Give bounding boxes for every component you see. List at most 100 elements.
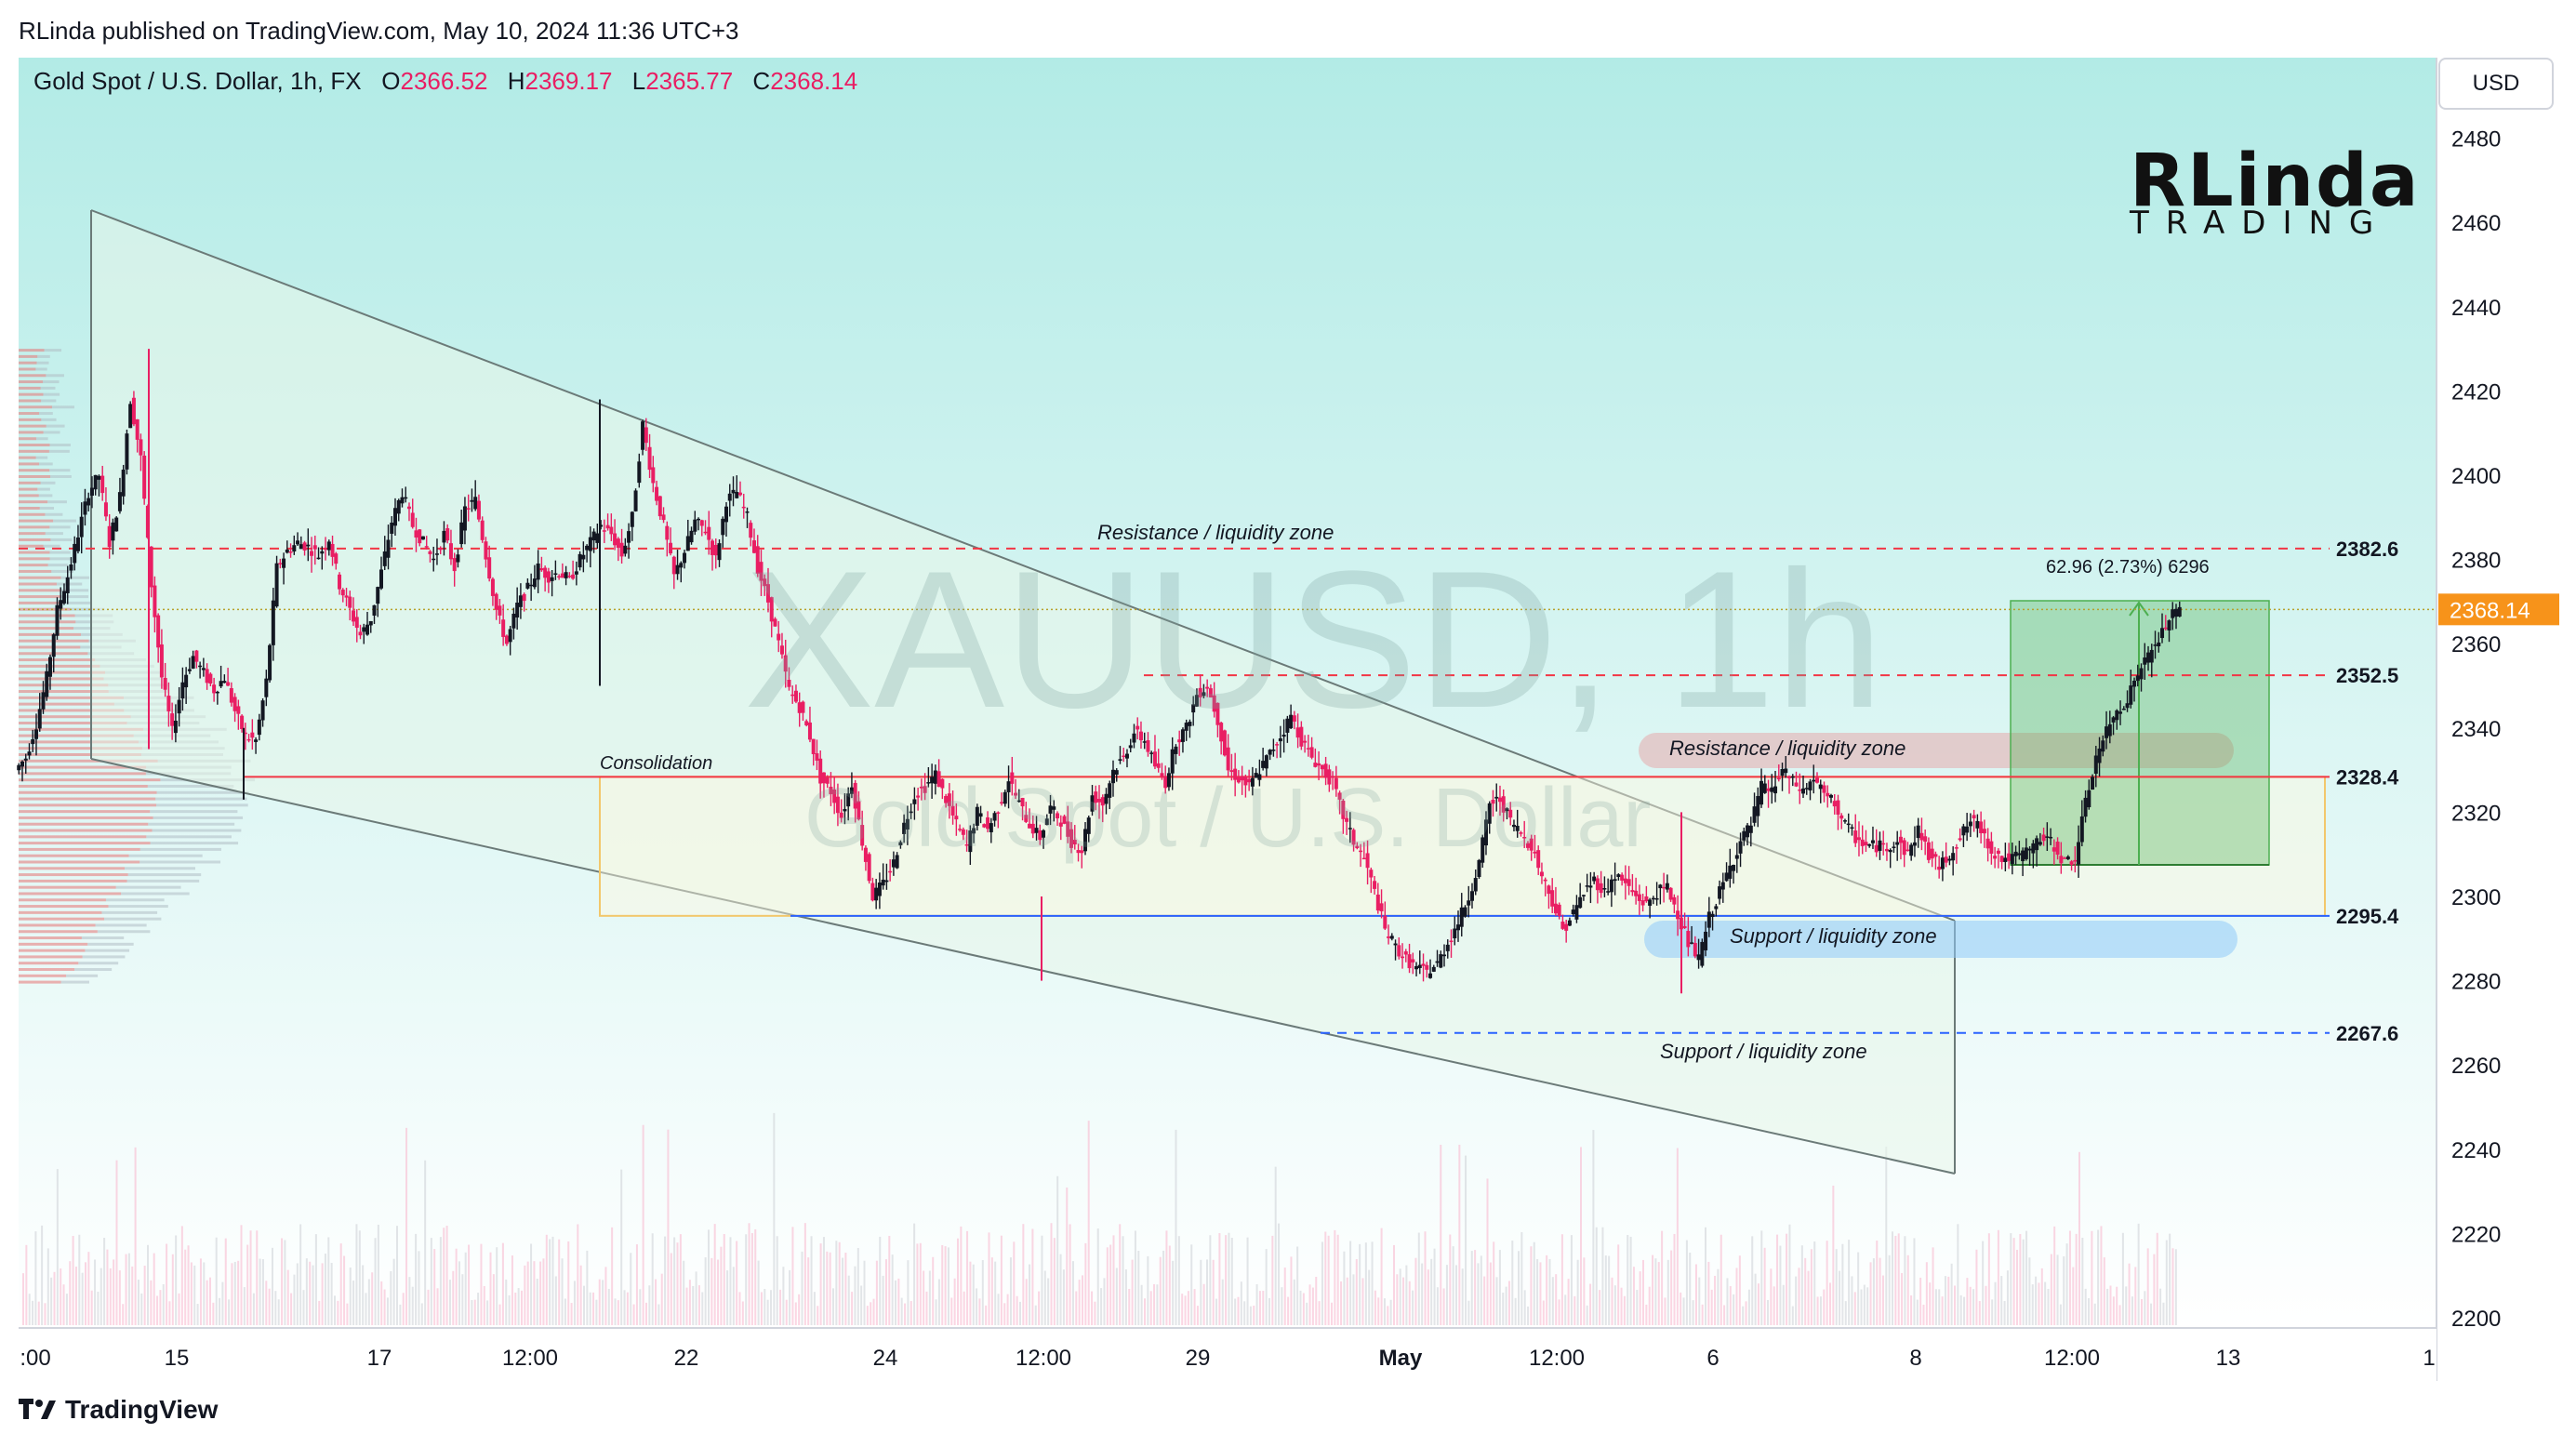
x-tick-label: 8: [1909, 1346, 1921, 1371]
candle-body: [191, 656, 195, 669]
volume-bar: [1997, 1229, 1999, 1325]
volume-bar: [1137, 1251, 1140, 1325]
candle-body: [1578, 896, 1583, 909]
volume-bar: [985, 1305, 988, 1325]
profile-bar-buy: [19, 437, 36, 441]
volume-bar: [2144, 1291, 2146, 1325]
volume-bar: [1751, 1236, 1754, 1325]
candle-body: [665, 525, 670, 540]
volume-bar: [1576, 1259, 1579, 1325]
candle-body: [254, 739, 259, 742]
candle-body: [1776, 777, 1781, 780]
candle-body: [707, 526, 711, 540]
candle-body: [1870, 840, 1875, 843]
volume-bar: [916, 1243, 919, 1325]
current-price-value: 2368.14: [2450, 598, 2530, 623]
volume-bar: [657, 1304, 660, 1325]
profile-bar-sell: [60, 589, 89, 592]
volume-bar: [365, 1293, 367, 1325]
volume-bar: [1570, 1235, 1573, 1325]
candle-body: [292, 545, 297, 552]
volume-bar: [362, 1265, 365, 1325]
profile-bar-buy: [19, 519, 54, 523]
volume-bar: [1910, 1294, 1913, 1325]
candle-body: [619, 542, 624, 557]
volume-bar: [748, 1223, 750, 1325]
profile-bar-sell: [41, 418, 57, 421]
volume-bar: [642, 1124, 644, 1325]
volume-bar: [324, 1254, 326, 1325]
candle-body: [2013, 851, 2018, 856]
candle-body: [1453, 928, 1457, 938]
candle-body: [633, 490, 638, 511]
profile-bar-buy: [19, 752, 141, 756]
measurement-label: 62.96 (2.73%) 6296: [2046, 557, 2210, 577]
volume-bar: [1156, 1284, 1159, 1325]
candle-body: [560, 573, 564, 578]
candle-body: [1348, 828, 1352, 830]
candle-body: [769, 597, 774, 622]
candle-body: [1836, 800, 1840, 816]
candle-body: [1124, 753, 1129, 759]
candle-body: [1553, 903, 1558, 914]
volume-bar: [224, 1238, 227, 1325]
volume-bar: [489, 1252, 492, 1325]
candle-body: [1996, 850, 2000, 855]
candle-body: [1902, 840, 1906, 856]
volume-bar: [436, 1288, 439, 1325]
volume-bar: [1009, 1257, 1012, 1325]
tradingview-footer[interactable]: TradingView: [19, 1395, 218, 1425]
candle-body: [605, 524, 610, 529]
volume-bar: [1296, 1246, 1299, 1325]
candle-body: [194, 650, 199, 662]
candle-body: [1505, 808, 1509, 812]
volume-bar: [1857, 1252, 1860, 1325]
profile-bar-buy: [19, 898, 106, 902]
symbol-title[interactable]: Gold Spot / U.S. Dollar, 1h, FX: [33, 67, 362, 95]
drawing-layer: [19, 209, 2437, 1175]
candle-body: [982, 824, 987, 828]
candle-body: [310, 551, 314, 556]
volume-bar: [1274, 1166, 1277, 1325]
volume-bar: [1564, 1294, 1567, 1325]
level-label-2: 2328.4: [2336, 765, 2399, 789]
candle-body: [1623, 878, 1627, 883]
candle-body: [508, 629, 512, 643]
volume-bar: [851, 1292, 854, 1325]
candle-body: [518, 595, 523, 607]
profile-bar-sell: [39, 412, 53, 416]
volume-bar: [78, 1234, 81, 1325]
profile-bar-buy: [19, 955, 83, 959]
candle-body: [257, 719, 261, 736]
volume-bar: [367, 1279, 370, 1325]
volume-bar: [62, 1284, 65, 1325]
profile-bar-buy: [19, 607, 71, 611]
volume-bar: [1302, 1293, 1305, 1325]
volume-bar: [321, 1263, 324, 1325]
volume-bar: [156, 1295, 159, 1325]
volume-bar: [863, 1260, 866, 1325]
volume-bar: [1034, 1305, 1037, 1325]
volume-bar: [1140, 1284, 1143, 1325]
volume-bar: [405, 1127, 408, 1325]
candle-body: [992, 813, 997, 821]
volume-bar: [272, 1247, 273, 1325]
candle-body: [919, 786, 923, 789]
currency-button[interactable]: USD: [2438, 58, 2554, 110]
volume-bar: [720, 1246, 723, 1325]
volume-bar: [2141, 1298, 2143, 1325]
brand-logo: RLinda TRADING: [2130, 139, 2419, 242]
volume-bar: [50, 1277, 53, 1325]
candle-body: [1676, 910, 1680, 920]
volume-bar: [1069, 1224, 1071, 1325]
candle-body: [790, 694, 795, 697]
candle-body: [1042, 830, 1046, 838]
candle-body: [2021, 850, 2025, 862]
volume-bar: [1287, 1296, 1290, 1325]
volume-bar: [1938, 1289, 1941, 1325]
profile-bar-buy: [19, 829, 153, 832]
candle-body: [1215, 702, 1220, 725]
volume-bar: [1175, 1129, 1177, 1325]
profile-bar-buy: [19, 632, 82, 636]
